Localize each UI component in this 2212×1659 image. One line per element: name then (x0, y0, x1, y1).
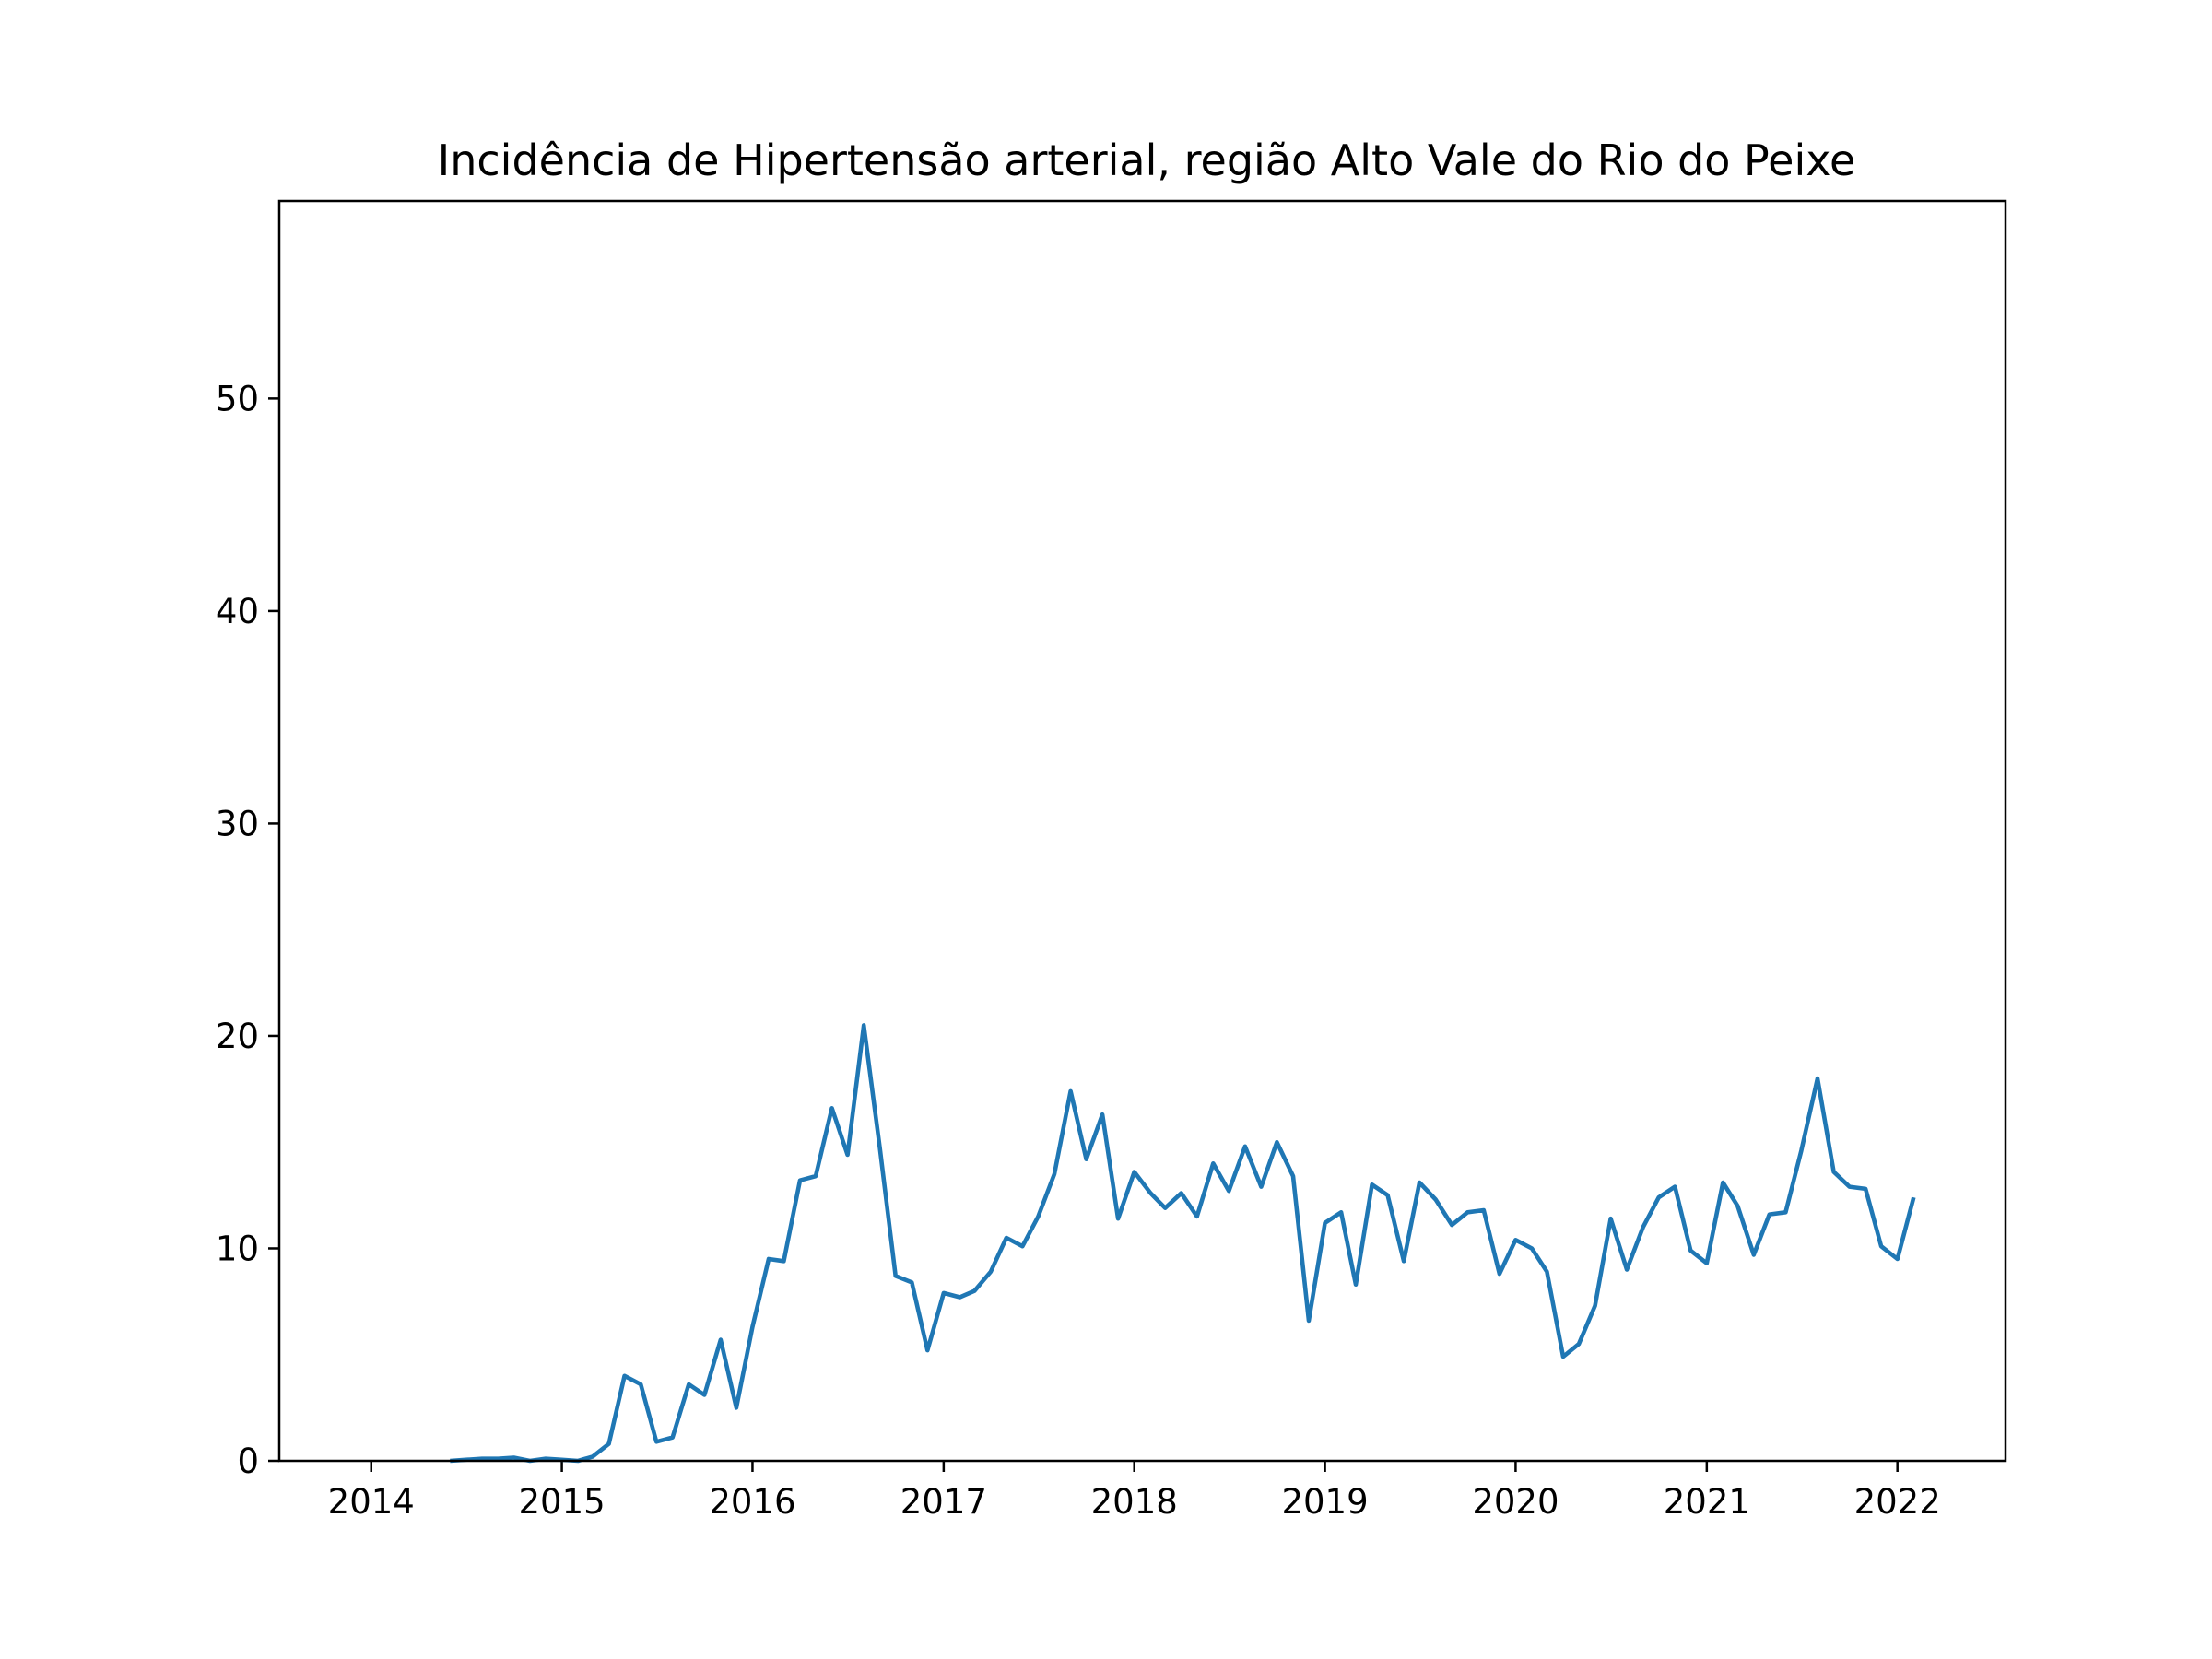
y-axis: 0 10 20 30 40 50 (216, 379, 279, 1481)
y-tick-label: 0 (237, 1441, 259, 1481)
y-tick-label: 50 (216, 379, 259, 418)
x-tick-label: 2020 (1472, 1482, 1559, 1522)
y-tick-label: 40 (216, 592, 259, 631)
x-axis: 2014 2015 2016 2017 2018 2019 2020 2021 2022 (328, 1461, 1941, 1522)
y-tick-label: 10 (216, 1229, 259, 1268)
x-tick-label: 2022 (1854, 1482, 1941, 1522)
x-tick-label: 2015 (519, 1482, 606, 1522)
x-tick-label: 2016 (709, 1482, 795, 1522)
y-tick-label: 20 (216, 1017, 259, 1056)
x-tick-label: 2017 (900, 1482, 987, 1522)
chart-title: Incidência de Hipertensão arterial, regi… (438, 135, 1856, 185)
series-line (450, 1023, 1916, 1464)
x-tick-label: 2019 (1281, 1482, 1368, 1522)
x-tick-label: 2014 (328, 1482, 415, 1522)
x-tick-label: 2021 (1664, 1482, 1750, 1522)
x-tick-label: 2018 (1091, 1482, 1178, 1522)
y-tick-label: 30 (216, 804, 259, 843)
plot-frame (277, 199, 2007, 1463)
